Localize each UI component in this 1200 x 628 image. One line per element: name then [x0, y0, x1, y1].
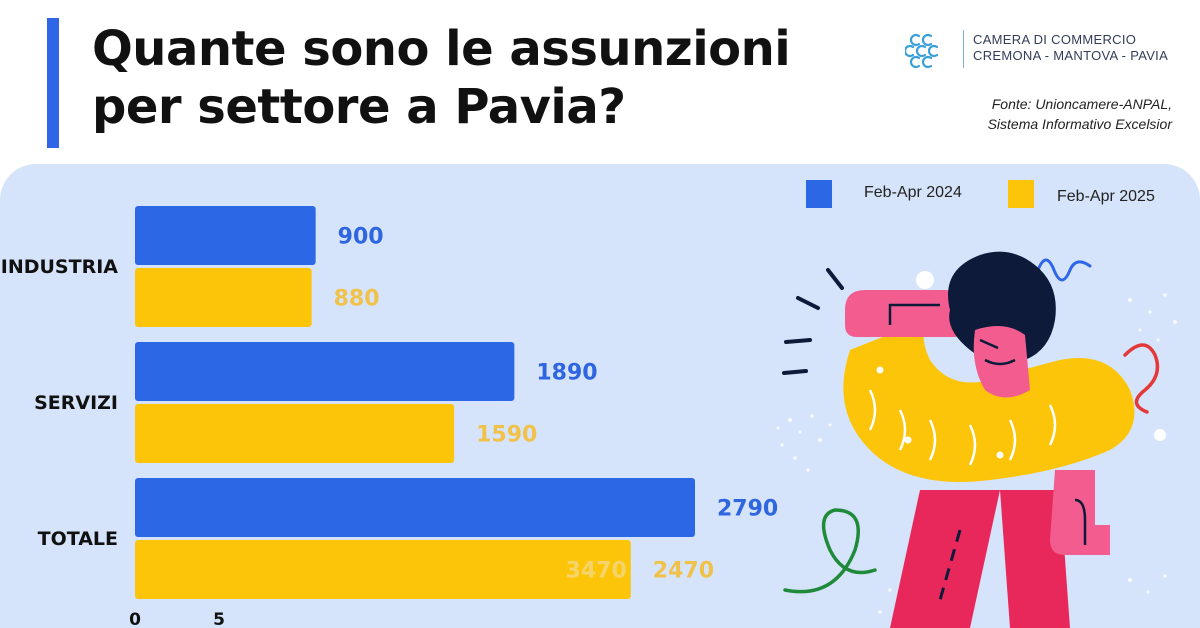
- legend-swatch-2025: [1008, 180, 1034, 208]
- bar-2024: [135, 478, 695, 537]
- bar-2024: [135, 342, 515, 401]
- extra-data-label: 3470: [566, 559, 627, 584]
- legend-label-2024: Feb-Apr 2024: [864, 184, 962, 201]
- title-accent-bar: [47, 18, 59, 148]
- data-label: 2470: [653, 559, 714, 584]
- category-label: TOTALE: [38, 528, 118, 550]
- chamber-of-commerce-logo: CAMERA DI COMMERCIO CREMONA - MANTOVA - …: [905, 28, 1175, 72]
- page-title: Quante sono le assunzioni per settore a …: [92, 20, 791, 136]
- logo-divider: [963, 30, 964, 68]
- data-label: 2790: [717, 497, 778, 522]
- bar-2024: [135, 206, 316, 265]
- bar-2025: [135, 540, 631, 599]
- logo-text-line-2: CREMONA - MANTOVA - PAVIA: [973, 48, 1169, 63]
- logo-text: CAMERA DI COMMERCIO CREMONA - MANTOVA - …: [973, 32, 1168, 64]
- data-label: 1890: [536, 361, 597, 386]
- x-tick-label: 0: [129, 610, 141, 628]
- legend-swatch-2024: [806, 180, 832, 208]
- source-line-2: Sistema Informativo Excelsior: [987, 116, 1172, 132]
- data-source-note: Fonte: Unioncamere-ANPAL, Sistema Inform…: [988, 94, 1172, 134]
- bar-2025: [135, 404, 455, 463]
- thinking-person-illustration: [776, 251, 1177, 628]
- data-label: 880: [334, 287, 380, 312]
- source-line-1: Fonte: Unioncamere-ANPAL,: [991, 96, 1172, 112]
- category-label: INDUSTRIA: [1, 256, 119, 278]
- page-title-line-1: Quante sono le assunzioni: [92, 21, 791, 77]
- category-label: SERVIZI: [34, 392, 118, 414]
- x-tick-label: 5: [213, 610, 225, 628]
- page-title-line-2: per settore a Pavia?: [92, 79, 626, 135]
- person-figure: [843, 251, 1135, 628]
- data-label: 900: [338, 225, 384, 250]
- bar-2025: [135, 268, 312, 327]
- logo-text-line-1: CAMERA DI COMMERCIO: [973, 32, 1137, 47]
- confetti-decorations: [776, 258, 1177, 614]
- legend-label-2025: Feb-Apr 2025: [1057, 188, 1155, 205]
- data-label: 1590: [476, 423, 537, 448]
- chamber-logo-icon: [905, 33, 939, 69]
